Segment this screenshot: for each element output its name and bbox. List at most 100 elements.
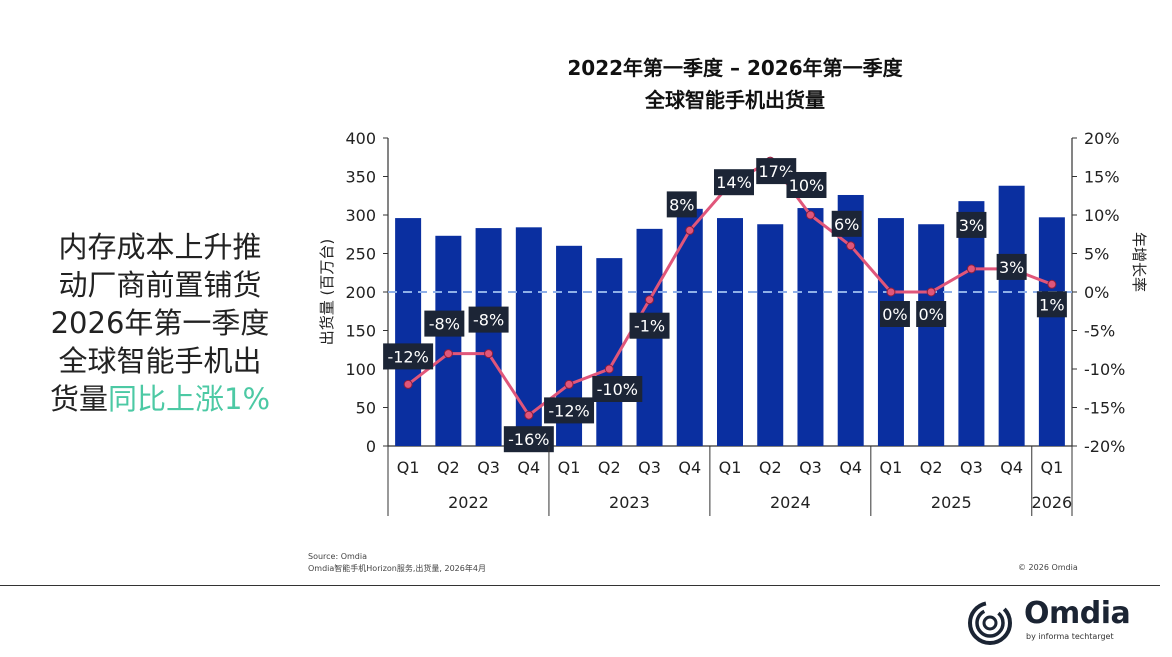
left-tick-label: 150 (345, 322, 376, 341)
left-tick-label: 50 (356, 399, 376, 418)
growth-label-box (916, 301, 947, 327)
growth-label-box (424, 310, 465, 337)
growth-label-box (503, 426, 554, 453)
footer-source: Source: Omdia Omdia智能手机Horizon服务,出货量, 20… (308, 551, 486, 575)
growth-point (1047, 279, 1057, 289)
growth-point (805, 210, 815, 220)
left-tick-label: 300 (345, 206, 376, 225)
right-tick-label: 5% (1084, 245, 1109, 264)
logo-subtitle: by informa techtarget (1026, 632, 1114, 641)
logo-wordmark: Omdia (1024, 596, 1131, 631)
growth-label: 10% (789, 176, 825, 195)
bar-q4-15 (998, 185, 1025, 447)
growth-label: -1% (634, 317, 665, 336)
quarter-label: Q2 (759, 458, 782, 477)
growth-label: -8% (473, 311, 504, 330)
footer-divider (0, 585, 1160, 586)
growth-point (564, 379, 574, 389)
growth-label: -8% (429, 315, 460, 334)
quarter-label: Q3 (638, 458, 661, 477)
headline-line: 动厂商前置铺货 (58, 268, 262, 302)
growth-point (926, 287, 936, 297)
year-label: 2024 (770, 493, 811, 512)
chart-title-line-1: 2022年第一季度 – 2026年第一季度 (567, 56, 903, 80)
growth-point (604, 364, 614, 374)
growth-label: 6% (834, 215, 859, 234)
bar-q3-14 (958, 201, 985, 446)
right-tick-label: -10% (1084, 360, 1125, 379)
left-tick-label: 0 (366, 437, 376, 456)
headline-line: 全球智能手机出 (58, 344, 262, 378)
right-tick-label: 15% (1084, 168, 1120, 187)
quarter-label: Q4 (1000, 458, 1023, 477)
growth-point (443, 349, 453, 359)
right-axis-title: 年增长率 (1130, 232, 1148, 292)
growth-label-box (629, 312, 670, 339)
growth-point (966, 264, 976, 274)
quarter-label: Q3 (960, 458, 983, 477)
growth-label: 0% (882, 305, 907, 324)
bar-q3-2 (475, 228, 502, 446)
year-label: 2022 (448, 493, 489, 512)
growth-label-box (996, 253, 1027, 280)
growth-label: 3% (999, 258, 1024, 277)
headline-line: 货量同比上涨1% (20, 380, 300, 418)
right-tick-label: -20% (1084, 437, 1125, 456)
bar-q1-8 (717, 218, 743, 446)
quarter-label: Q2 (920, 458, 943, 477)
growth-label: -16% (508, 430, 549, 449)
growth-point (685, 225, 695, 235)
left-tick-label: 400 (345, 129, 376, 148)
bar-q4-7 (676, 208, 703, 446)
quarter-label: Q1 (719, 458, 742, 477)
left-tick-label: 350 (345, 168, 376, 187)
growth-point (846, 241, 856, 251)
bar-q4-11 (837, 194, 864, 446)
growth-label-box (383, 343, 434, 370)
left-axis-title: 出货量 (百万台) (318, 239, 336, 345)
copyright: © 2026 Omdia (1018, 563, 1078, 572)
growth-point (645, 295, 655, 305)
chart-title: 2022年第一季度 – 2026年第一季度 全球智能手机出货量 (480, 52, 990, 116)
growth-point (403, 379, 413, 389)
growth-point (484, 349, 494, 359)
headline: 内存成本上升推 动厂商前置铺货 2026年第一季度 全球智能手机出 货量同比上涨… (20, 228, 300, 418)
bar-q2-1 (435, 235, 462, 446)
quarter-label: Q2 (437, 458, 460, 477)
chart-title-line-2: 全球智能手机出货量 (645, 88, 825, 112)
quarter-label: Q4 (839, 458, 862, 477)
bar-q2-9 (757, 224, 784, 446)
quarter-label: Q1 (880, 458, 903, 477)
bar-q1-0 (395, 218, 422, 446)
left-tick-label: 200 (345, 283, 376, 302)
growth-label-box (786, 172, 827, 198)
quarter-label: Q1 (397, 458, 420, 477)
headline-highlight: 同比上涨1% (108, 382, 271, 416)
source-text: Source: Omdia (308, 552, 368, 561)
bar-q1-12 (877, 218, 904, 446)
growth-label-box (592, 376, 643, 402)
growth-label-box (956, 211, 987, 238)
omdia-logo: Omdia by informa techtarget (966, 596, 1146, 648)
growth-label: 8% (669, 195, 694, 214)
growth-label-box (1036, 291, 1067, 318)
year-label: 2026 (1032, 493, 1073, 512)
right-tick-label: -15% (1084, 399, 1125, 418)
growth-label: 0% (918, 305, 943, 324)
growth-label: 1% (1039, 295, 1064, 314)
bar-q1-16 (1038, 217, 1065, 446)
right-tick-label: 10% (1084, 206, 1120, 225)
quarter-label: Q3 (477, 458, 500, 477)
headline-line: 内存成本上升推 (58, 230, 262, 264)
growth-label: -12% (387, 347, 428, 366)
growth-label-box (879, 301, 910, 327)
growth-label: -10% (597, 380, 638, 399)
growth-label: -12% (548, 401, 589, 420)
growth-point (524, 410, 534, 420)
quarter-label: Q1 (558, 458, 581, 477)
source-note: Omdia智能手机Horizon服务,出货量, 2026年4月 (308, 564, 486, 573)
growth-label: 3% (959, 216, 984, 235)
left-tick-label: 250 (345, 245, 376, 264)
headline-line: 2026年第一季度 (50, 306, 270, 340)
quarter-label: Q2 (598, 458, 621, 477)
